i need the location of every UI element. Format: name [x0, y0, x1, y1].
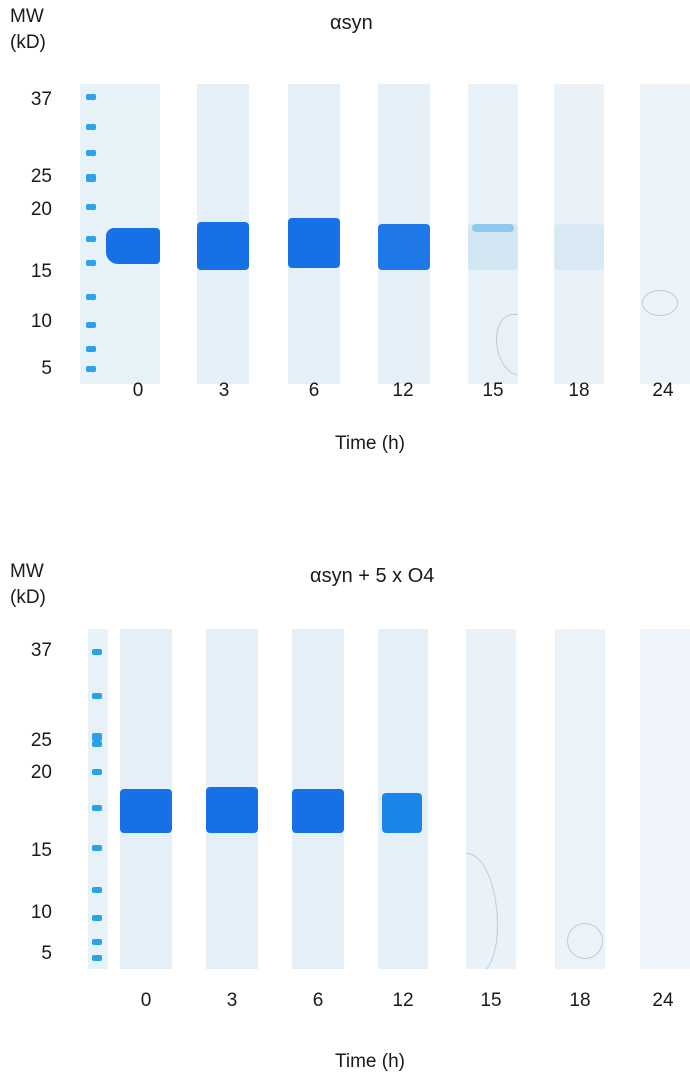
protein-band — [120, 789, 172, 833]
mw-marker-25: 25 — [30, 730, 52, 751]
lane-label-12: 12 — [392, 380, 414, 401]
gel-lane-12h — [378, 84, 430, 384]
lane-label-0: 0 — [140, 990, 152, 1011]
mw-marker-20: 20 — [30, 762, 52, 783]
protein-band — [292, 789, 344, 833]
gel-lane-24h — [640, 84, 690, 384]
gel-strip-ladder — [88, 629, 108, 969]
lane-label-18: 18 — [568, 380, 590, 401]
ladder-band — [92, 741, 102, 747]
ladder-band — [92, 649, 102, 655]
mw-label: MW (kD) — [10, 4, 46, 56]
mw-label-line2: (kD) — [10, 587, 46, 608]
gel-artifact — [496, 314, 518, 376]
ladder-band — [86, 346, 96, 352]
panel-title: αsyn + 5 x O4 — [310, 565, 435, 587]
ladder-band — [86, 294, 96, 300]
lane-label-18: 18 — [569, 990, 591, 1011]
protein-band — [554, 224, 604, 270]
gel-strip-ladder-lane0 — [80, 84, 160, 384]
gel-artifact — [466, 853, 498, 969]
mw-marker-10: 10 — [30, 311, 52, 332]
ladder-band — [92, 955, 102, 961]
ladder-band — [92, 939, 102, 945]
lane-label-24: 24 — [652, 380, 674, 401]
lane-label-3: 3 — [218, 380, 230, 401]
lane-label-3: 3 — [226, 990, 238, 1011]
gel-lane-18h — [554, 84, 604, 384]
gel-lane-6h — [288, 84, 340, 384]
protein-band — [288, 218, 340, 268]
mw-marker-5: 5 — [41, 358, 52, 379]
mw-label-line1: MW — [10, 561, 44, 582]
ladder-band — [86, 124, 96, 130]
mw-marker-20: 20 — [30, 199, 52, 220]
mw-marker-37: 37 — [30, 89, 52, 110]
ladder-band — [86, 204, 96, 210]
gel-panel-asyn-o4: MW (kD) αsyn + 5 x O4 37 25 20 15 10 5 — [0, 555, 690, 1088]
panel-title: αsyn — [330, 12, 373, 34]
ladder-band — [92, 733, 102, 741]
ladder-band — [92, 693, 102, 699]
gel-lane-3h — [197, 84, 249, 384]
lane-label-24: 24 — [652, 990, 674, 1011]
gel-lane-6h — [292, 629, 344, 969]
lane-label-6: 6 — [308, 380, 320, 401]
mw-label-line1: MW — [10, 6, 44, 27]
protein-band — [206, 787, 258, 833]
mw-marker-10: 10 — [30, 902, 52, 923]
gel-lane-12h — [378, 629, 428, 969]
ladder-band — [86, 236, 96, 242]
mw-label-line2: (kD) — [10, 32, 46, 53]
lane-label-12: 12 — [392, 990, 414, 1011]
lane-label-15: 15 — [480, 990, 502, 1011]
gel-lane-15h — [468, 84, 518, 384]
mw-marker-15: 15 — [30, 840, 52, 861]
mw-marker-15: 15 — [30, 261, 52, 282]
mw-label: MW (kD) — [10, 559, 46, 611]
gel-lane-0h — [120, 629, 172, 969]
ladder-band — [86, 150, 96, 156]
ladder-band — [86, 260, 96, 266]
ladder-band — [86, 94, 96, 100]
protein-band — [382, 793, 422, 833]
gel-lane-24h — [640, 629, 690, 969]
lane-label-0: 0 — [132, 380, 144, 401]
ladder-band — [86, 322, 96, 328]
protein-band — [472, 224, 514, 232]
ladder-band — [92, 915, 102, 921]
gel-artifact — [642, 290, 678, 316]
ladder-band — [92, 805, 102, 811]
mw-marker-25: 25 — [30, 166, 52, 187]
ladder-band — [92, 887, 102, 893]
lane-label-6: 6 — [312, 990, 324, 1011]
lane-label-15: 15 — [482, 380, 504, 401]
protein-band — [378, 224, 430, 270]
ladder-band — [92, 845, 102, 851]
protein-band — [106, 228, 160, 264]
gel-lane-15h — [466, 629, 516, 969]
ladder-band — [86, 174, 96, 182]
mw-marker-5: 5 — [41, 943, 52, 964]
gel-lane-3h — [206, 629, 258, 969]
gel-lane-18h — [555, 629, 605, 969]
mw-marker-37: 37 — [30, 640, 52, 661]
axis-title: Time (h) — [334, 433, 406, 454]
ladder-band — [92, 769, 102, 775]
protein-band — [197, 222, 249, 270]
gel-panel-asyn: MW (kD) αsyn 37 25 20 15 10 5 — [0, 0, 690, 500]
axis-title: Time (h) — [334, 1051, 406, 1072]
gel-artifact — [567, 923, 603, 959]
ladder-band — [86, 366, 96, 372]
